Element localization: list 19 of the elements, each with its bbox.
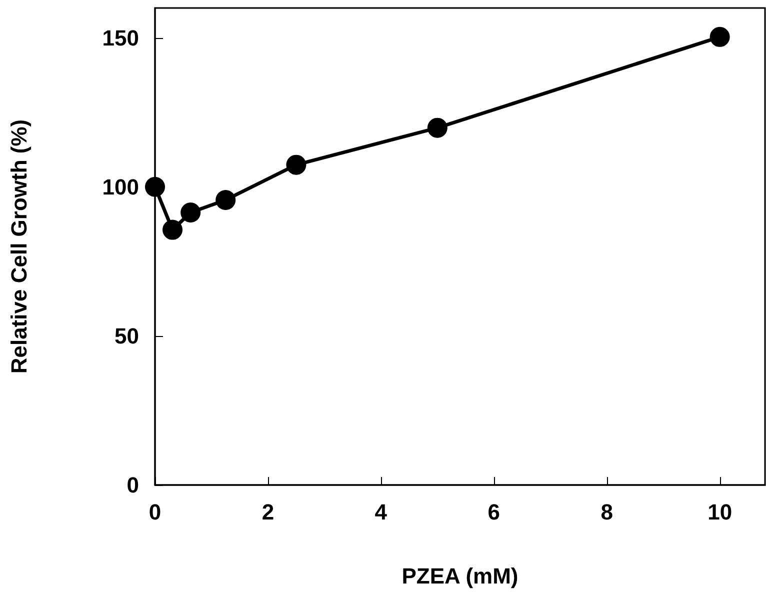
point (427, 118, 448, 138)
x-axis-title: PZEA (mM) (402, 564, 518, 588)
x-tick-label: 2 (262, 500, 274, 524)
point (710, 26, 730, 47)
x-tick-label: 8 (600, 500, 613, 524)
y-tick-label: 0 (126, 472, 139, 498)
y-tick-label: 50 (114, 323, 139, 348)
y-tick-label: 100 (102, 174, 139, 200)
point (145, 176, 165, 197)
x-tick-label: 4 (374, 500, 388, 524)
point (162, 220, 183, 240)
x-tick-label: 10 (708, 500, 732, 524)
y-tick-label: 150 (102, 25, 139, 50)
x-tick-label: 0 (148, 500, 162, 524)
x-tick-label: 6 (488, 500, 500, 524)
y-axis-title: Relative Cell Growth (%) (6, 119, 32, 374)
point (286, 154, 306, 175)
point (180, 202, 201, 223)
point (216, 190, 236, 210)
